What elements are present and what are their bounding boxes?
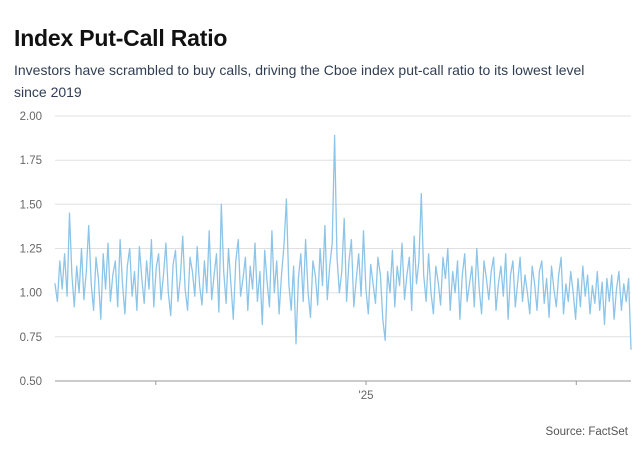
y-axis-tick-label: 1.25 — [20, 244, 42, 256]
source-label: Source: FactSet — [545, 426, 628, 438]
y-axis-tick-label: 1.00 — [20, 288, 42, 300]
line-chart: 2.00 1.75 1.50 1.25 1.00 0.75 0.50 '25 — [20, 111, 632, 402]
chart-subtitle: Investors have scrambled to buy calls, d… — [14, 62, 585, 101]
y-axis-tick-label: 0.50 — [20, 376, 42, 388]
x-axis-tick-label: '25 — [359, 390, 374, 402]
chart-area: 2.00 1.75 1.50 1.25 1.00 0.75 0.50 '25 — [0, 98, 644, 410]
y-axis-tick-label: 2.00 — [20, 111, 42, 123]
y-axis-tick-label: 0.75 — [20, 332, 42, 344]
y-axis-tick-label: 1.75 — [20, 155, 42, 167]
y-axis-tick-label: 1.50 — [20, 199, 42, 211]
chart-title: Index Put-Call Ratio — [14, 25, 228, 52]
put-call-ratio-line — [54, 134, 632, 350]
